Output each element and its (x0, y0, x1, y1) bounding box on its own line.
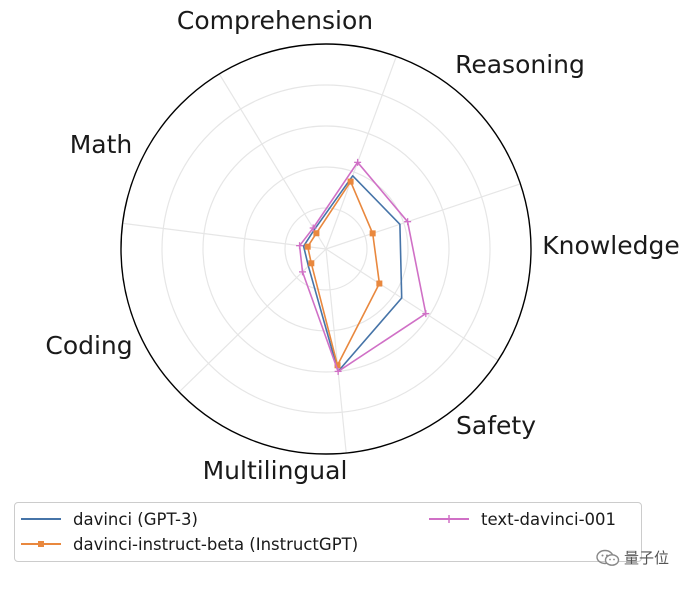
legend-label-text-davinci-001: text-davinci-001 (481, 509, 617, 529)
legend-item-text-davinci-001: text-davinci-001 (429, 508, 616, 530)
data-point-s2-5 (308, 260, 315, 267)
data-point-s2-1 (347, 178, 354, 185)
legend-item-davinci-instruct-beta: davinci-instruct-beta (InstructGPT) (21, 533, 358, 555)
axis-label-math: Math (70, 130, 133, 159)
watermark: 量子位 (596, 547, 669, 568)
axis-label-multilingual: Multilingual (203, 456, 348, 485)
grid-ring-4 (161, 84, 491, 414)
data-point-s3-3 (422, 310, 430, 318)
data-point-s2-4 (334, 362, 341, 369)
data-point-s3-6 (296, 242, 304, 250)
watermark-text: 量子位 (624, 549, 670, 567)
axis-label-comprehension: Comprehension (177, 6, 373, 35)
grid-spoke-4 (325, 248, 347, 454)
legend-item-davinci: davinci (GPT-3) (21, 508, 198, 530)
series-line-3 (298, 161, 427, 373)
series-line-1 (302, 175, 403, 373)
data-point-s2-3 (376, 280, 383, 287)
grid-ring-3 (202, 125, 450, 373)
wechat-icon (596, 549, 620, 566)
legend-swatch-text-davinci-001 (429, 515, 469, 523)
data-point-s2-2 (369, 230, 376, 237)
grid-spoke-7 (218, 73, 327, 250)
legend-swatch-davinci (21, 518, 61, 520)
grid-spoke-6 (122, 222, 327, 250)
data-point-s3-1 (354, 158, 362, 166)
legend-swatch-davinci-instruct-beta (21, 541, 61, 547)
legend: davinci (GPT-3) davinci-instruct-beta (I… (14, 502, 642, 562)
legend-label-davinci-instruct-beta: davinci-instruct-beta (InstructGPT) (73, 534, 359, 554)
data-point-s3-7 (309, 224, 317, 232)
data-point-s3-5 (298, 268, 306, 276)
data-point-s3-2 (404, 218, 412, 226)
grid-spoke-5 (178, 248, 327, 393)
outer-ring (120, 43, 532, 455)
grid-spoke-1 (325, 56, 397, 250)
data-point-s3-4 (334, 367, 342, 375)
grid-spoke-3 (325, 248, 499, 361)
data-point-s2-6 (304, 243, 311, 250)
data-point-s2-7 (313, 230, 320, 237)
legend-label-davinci: davinci (GPT-3) (73, 509, 198, 529)
axis-label-coding: Coding (45, 331, 132, 360)
axis-label-knowledge: Knowledge (542, 231, 679, 260)
axis-label-safety: Safety (456, 411, 536, 440)
series (296, 158, 430, 375)
axis-label-reasoning: Reasoning (455, 50, 585, 79)
grid-spoke-2 (325, 183, 521, 250)
grid (120, 43, 532, 455)
axis-labels: Comprehension Reasoning Knowledge Safety… (45, 6, 679, 485)
